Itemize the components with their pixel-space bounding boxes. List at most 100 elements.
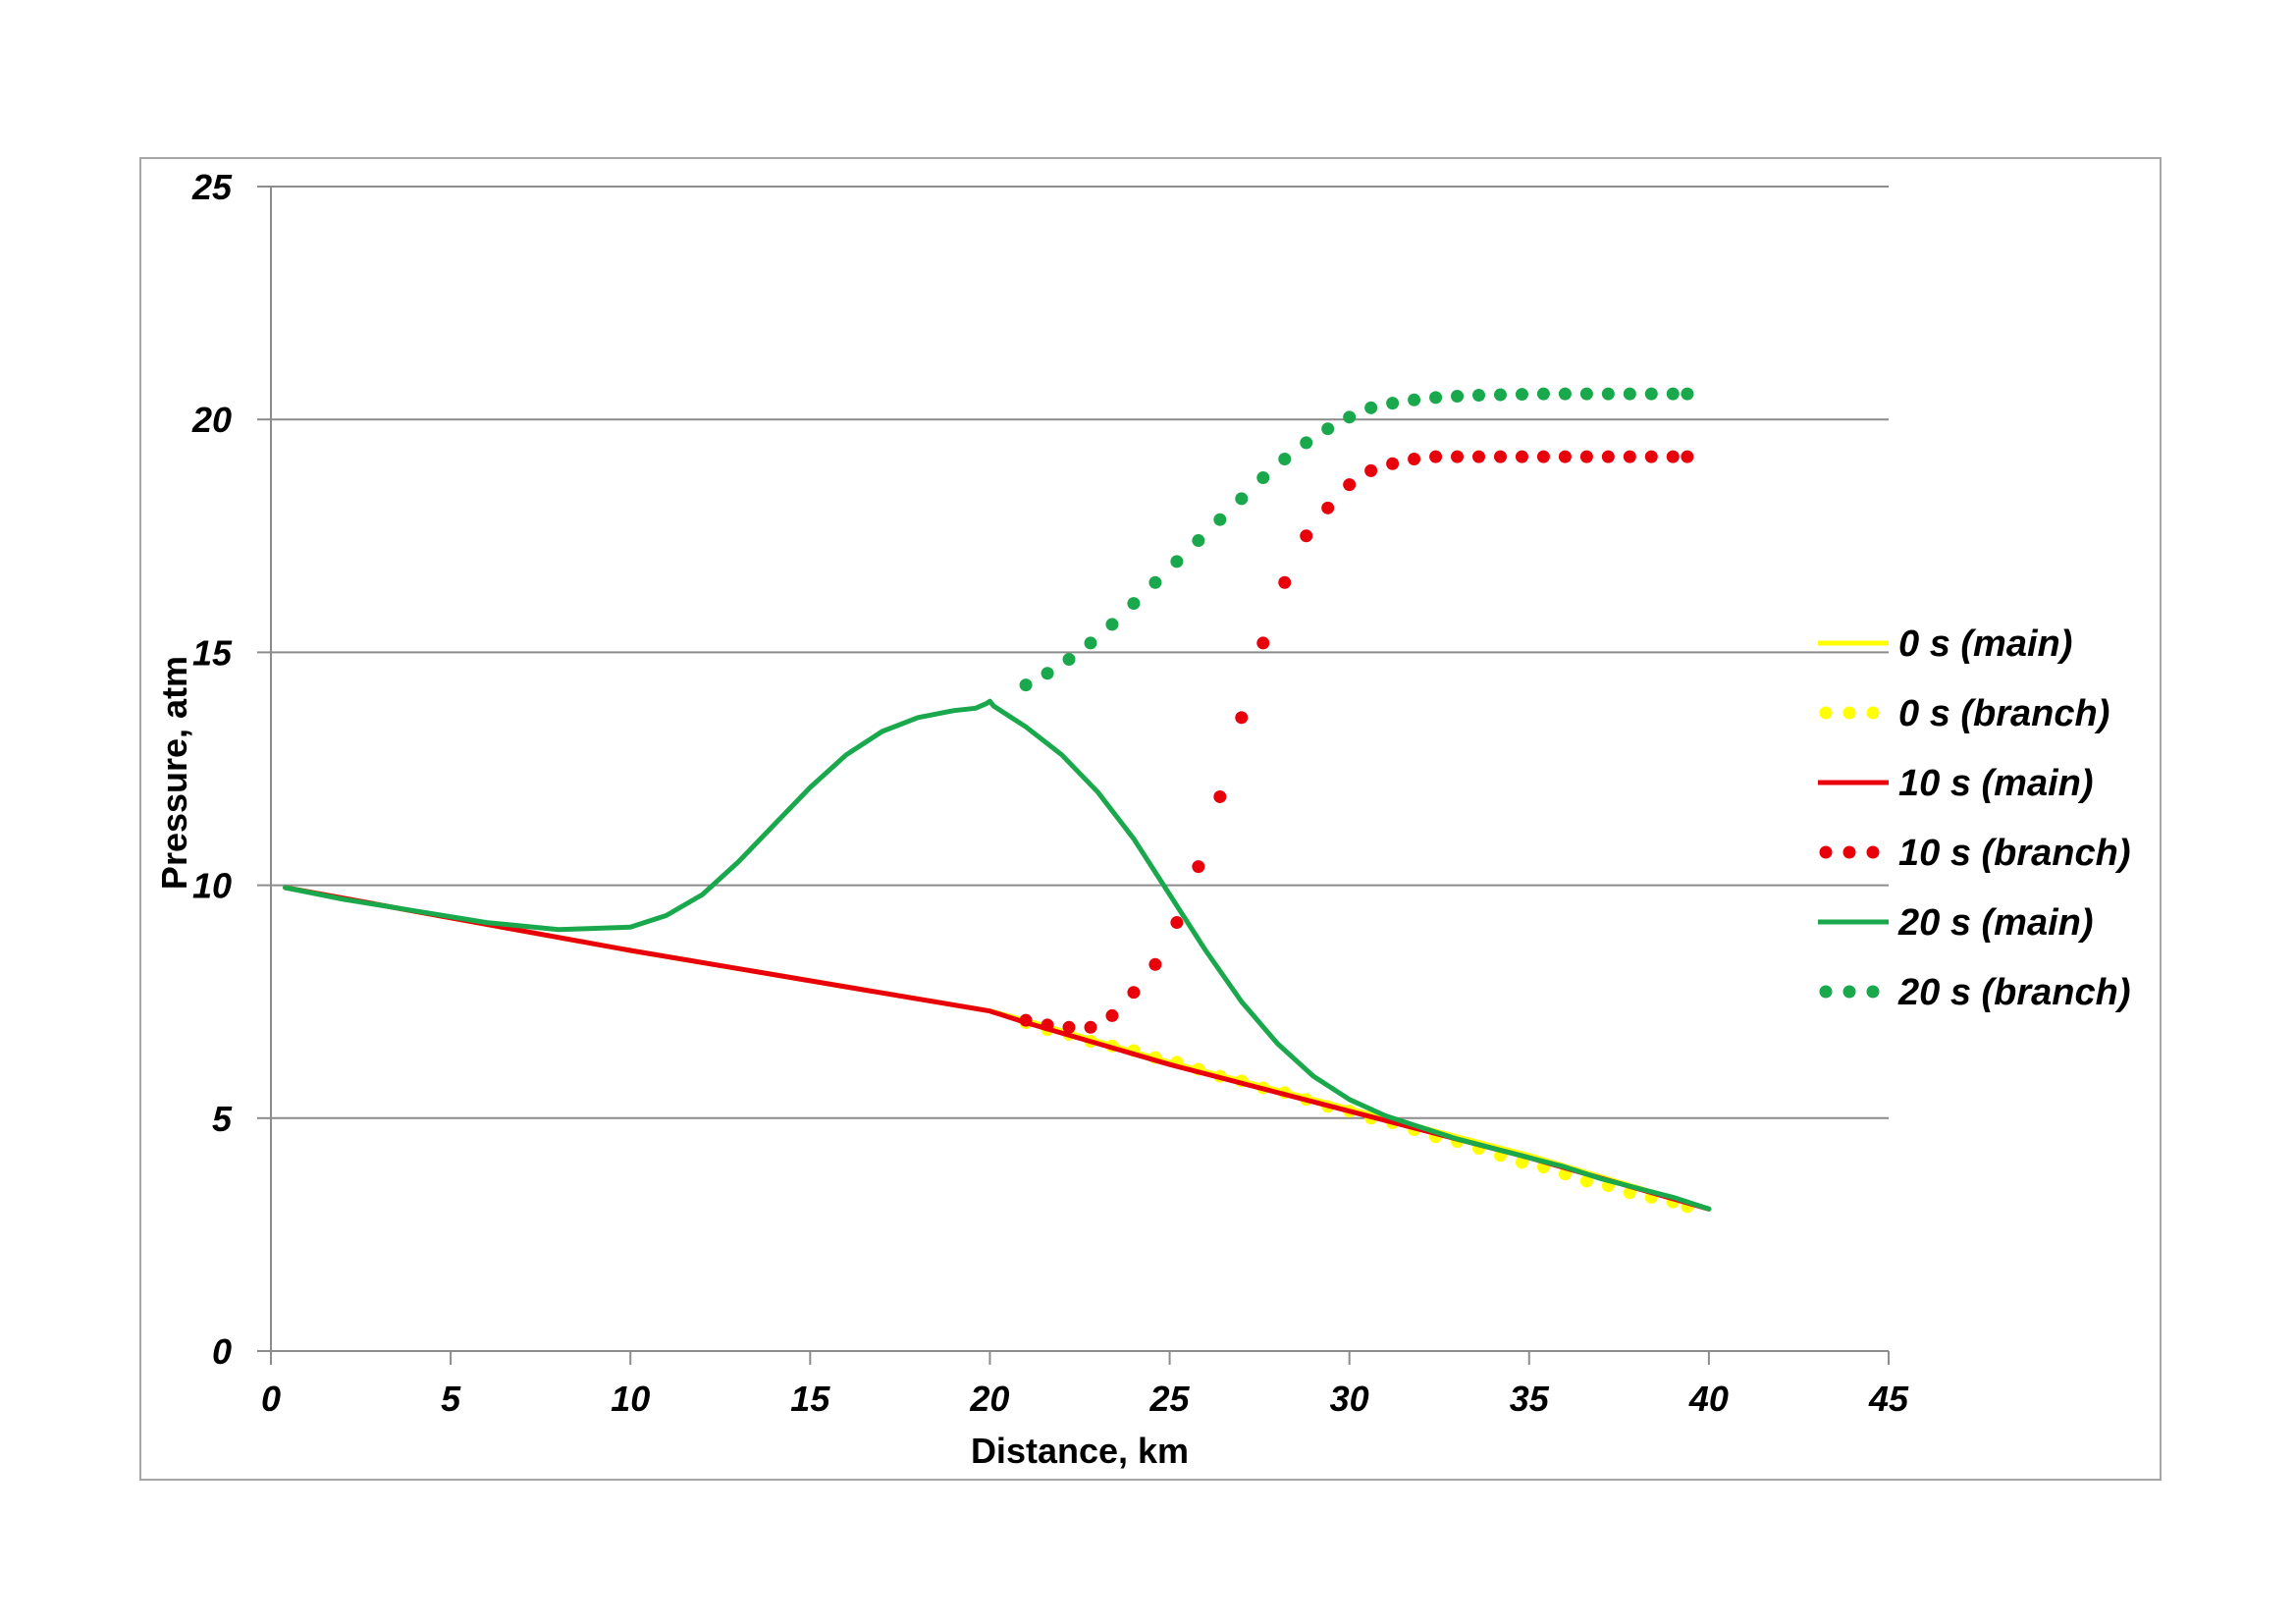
x-tick-label: 15 <box>790 1379 830 1419</box>
series-points-10-s-branch <box>1019 450 1694 1034</box>
x-tick-label: 25 <box>1149 1379 1191 1419</box>
series-point <box>1408 453 1421 466</box>
x-tick-label: 20 <box>969 1379 1009 1419</box>
series-point <box>1278 453 1292 466</box>
series-point <box>1558 450 1572 463</box>
legend-label: 0 s (main) <box>1898 623 2072 665</box>
legend-label: 10 s (main) <box>1898 763 2094 804</box>
x-axis-title: Distance, km <box>971 1431 1189 1471</box>
y-tick-label: 5 <box>212 1099 233 1139</box>
y-tick-label: 10 <box>192 866 232 906</box>
y-tick-label: 25 <box>191 167 233 207</box>
series-point <box>1644 387 1658 401</box>
series-point <box>1681 450 1694 463</box>
legend-label: 10 s (branch) <box>1898 833 2131 874</box>
legend-swatch-dot <box>1866 845 1880 859</box>
series-point <box>1192 860 1205 874</box>
series-point <box>1321 422 1335 436</box>
x-tick-label: 5 <box>441 1379 461 1419</box>
series-point <box>1235 492 1249 506</box>
x-tick-label: 30 <box>1330 1379 1369 1419</box>
series-point <box>1084 636 1097 650</box>
legend-label: 20 s (branch) <box>1897 972 2131 1013</box>
series-point <box>1558 387 1572 401</box>
series-point <box>1601 387 1615 401</box>
series-point <box>1148 575 1162 589</box>
legend-swatch-dot <box>1842 845 1856 859</box>
x-tick-label: 10 <box>611 1379 650 1419</box>
series-point <box>1321 501 1335 514</box>
series-point <box>1300 529 1313 543</box>
x-tick-label: 0 <box>261 1379 281 1419</box>
legend-swatch-dot <box>1819 845 1833 859</box>
x-tick-labels: 0 5 10 15 20 25 30 35 40 45 <box>261 1379 1909 1419</box>
legend: 0 s (main) 0 s (branch) 10 s (main) 10 s (b… <box>1818 623 2131 1013</box>
series-point <box>1386 457 1400 470</box>
series-point <box>1343 410 1357 424</box>
series-group <box>283 387 1712 1214</box>
legend-swatch-dot <box>1819 706 1833 720</box>
series-point <box>1536 450 1550 463</box>
series-point <box>1192 534 1205 548</box>
series-point <box>1623 387 1636 401</box>
series-point <box>1681 387 1694 401</box>
legend-item: 20 s (main) <box>1818 902 2094 944</box>
series-point <box>1364 463 1378 477</box>
series-point <box>1579 387 1593 401</box>
legend-swatch-dot <box>1842 985 1856 999</box>
series-point <box>1579 450 1593 463</box>
series-point <box>1601 450 1615 463</box>
y-tick-label: 15 <box>192 632 233 673</box>
series-point <box>1451 389 1465 403</box>
series-point <box>1019 678 1033 692</box>
series-line-20-s-main <box>283 698 1712 1212</box>
series-point <box>1343 478 1357 492</box>
series-point <box>1386 397 1400 410</box>
y-tick-labels: 0 5 10 15 20 25 <box>191 167 233 1372</box>
legend-label: 20 s (main) <box>1897 902 2094 944</box>
series-point <box>1170 555 1184 568</box>
series-point <box>1213 513 1227 526</box>
legend-item: 0 s (branch) <box>1819 693 2109 734</box>
series-point <box>1493 388 1507 402</box>
series-point <box>1451 450 1465 463</box>
series-point <box>1666 450 1680 463</box>
series-point <box>1644 450 1658 463</box>
series-point <box>1429 450 1443 463</box>
series-point <box>1408 393 1421 406</box>
chart-area-border <box>139 157 2162 1481</box>
series-point <box>1041 1018 1054 1032</box>
legend-item: 10 s (branch) <box>1819 833 2131 874</box>
series-point <box>1256 636 1270 650</box>
series-point <box>1213 789 1227 803</box>
y-tick-label: 0 <box>212 1331 232 1372</box>
series-point <box>1536 387 1550 401</box>
series-point <box>1062 653 1076 667</box>
legend-swatch-dot <box>1842 706 1856 720</box>
series-point <box>1041 667 1054 680</box>
legend-item: 10 s (main) <box>1818 763 2094 804</box>
series-point <box>1127 986 1141 1000</box>
series-point <box>1623 450 1636 463</box>
series-point <box>1579 1174 1593 1188</box>
series-points-20-s-branch <box>1019 387 1694 692</box>
series-point <box>1666 387 1680 401</box>
series-point <box>1105 1008 1119 1022</box>
legend-swatch-dot <box>1866 985 1880 999</box>
series-point <box>1084 1020 1097 1034</box>
y-tick-label: 20 <box>191 400 232 440</box>
series-point <box>1300 436 1313 450</box>
series-point <box>1062 1020 1076 1034</box>
series-point <box>1148 957 1162 971</box>
series-point <box>1472 389 1486 403</box>
legend-swatch-dot <box>1819 985 1833 999</box>
series-point <box>1364 401 1378 414</box>
legend-label: 0 s (branch) <box>1898 693 2109 734</box>
series-point <box>1170 916 1184 930</box>
series-point <box>1493 450 1507 463</box>
legend-item: 0 s (main) <box>1818 623 2072 665</box>
x-tick-label: 40 <box>1688 1379 1729 1419</box>
series-point <box>1019 1013 1033 1027</box>
x-tick-label: 45 <box>1868 1379 1909 1419</box>
